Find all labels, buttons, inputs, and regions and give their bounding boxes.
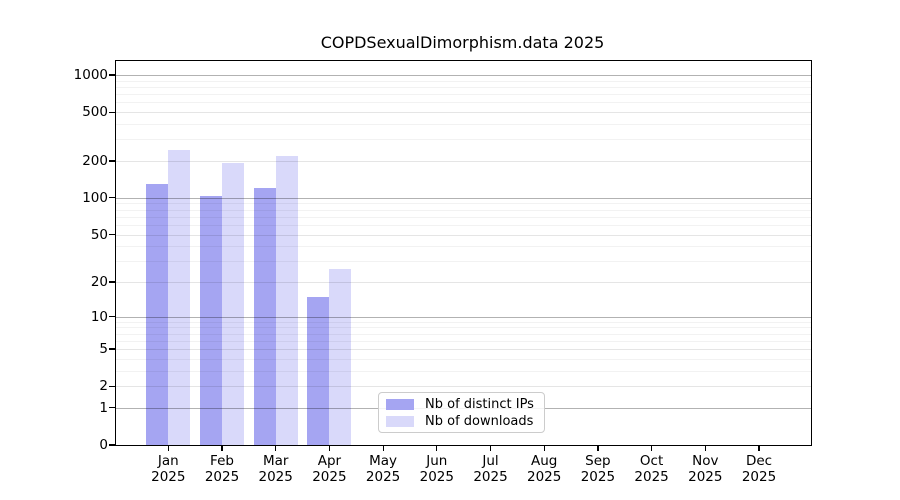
y-tick-label: 1000 (73, 67, 108, 83)
minor-gridline (116, 216, 811, 218)
bar-downloads (329, 268, 352, 445)
legend: Nb of distinct IPs Nb of downloads (378, 392, 545, 433)
x-tick-label: Dec 2025 (741, 453, 777, 485)
x-tick-label: Nov 2025 (688, 453, 723, 485)
x-tick-label: Jun 2025 (419, 453, 454, 485)
y-tick-label: 0 (99, 437, 108, 453)
x-tick-label: Sep 2025 (580, 453, 616, 485)
legend-item-downloads: Nb of downloads (386, 413, 537, 430)
x-axis-tick (275, 445, 277, 451)
y-axis-tick (109, 385, 115, 387)
legend-swatch-downloads (386, 415, 414, 427)
x-tick-label: Aug 2025 (527, 453, 562, 485)
legend-label-distinct-ips: Nb of distinct IPs (425, 396, 534, 412)
y-axis-tick (109, 160, 115, 162)
y-axis-tick (109, 315, 115, 318)
minor-gridline (116, 87, 811, 88)
minor-gridline (116, 112, 811, 114)
minor-gridline (116, 340, 811, 342)
minor-gridline (116, 102, 811, 104)
y-axis-tick (109, 111, 115, 113)
minor-gridline (116, 261, 811, 263)
x-axis-tick (704, 445, 706, 451)
x-tick-label: May 2025 (365, 453, 401, 485)
y-axis-tick (109, 197, 115, 199)
y-tick-label: 20 (90, 274, 108, 290)
major-gridline (116, 75, 811, 76)
x-axis-tick (489, 445, 492, 451)
plot-area: 0 1 2 5 10 20 50 100 200 500 1000 Jan 2025 Feb 2025 Mar… (74, 60, 812, 485)
chart-title: COPDSexualDimorphism.data 2025 (320, 33, 605, 52)
bar-distinct-ips (253, 188, 276, 445)
y-tick-label: 200 (82, 153, 108, 169)
major-gridline (116, 197, 811, 199)
legend-swatch-distinct-ips (386, 398, 414, 410)
bar-downloads (168, 150, 191, 445)
x-tick-label: Apr 2025 (312, 453, 347, 485)
x-axis-tick (651, 445, 653, 451)
x-axis-tick (328, 445, 331, 451)
minor-gridline (116, 321, 811, 323)
bar-downloads (275, 156, 298, 445)
minor-gridline (116, 333, 811, 335)
major-gridline (116, 316, 811, 318)
x-axis-tick (221, 445, 223, 451)
x-tick-label: Oct 2025 (634, 453, 669, 485)
y-tick-label: 2 (99, 378, 108, 395)
minor-gridline (116, 139, 811, 141)
minor-gridline (116, 234, 811, 236)
legend-item-distinct-ips: Nb of distinct IPs (386, 396, 537, 413)
x-axis-tick (167, 445, 169, 451)
y-axis-tick (109, 74, 115, 76)
y-axis-tick (109, 444, 115, 446)
y-axis-tick (109, 348, 115, 350)
minor-gridline (116, 209, 811, 211)
minor-gridline (116, 282, 811, 283)
minor-gridline (116, 327, 811, 329)
y-tick-label: 5 (99, 341, 108, 358)
y-tick-label: 10 (90, 308, 108, 325)
legend-label-downloads: Nb of downloads (425, 413, 534, 429)
x-axis-tick (382, 445, 384, 451)
x-tick-label: Feb 2025 (204, 453, 240, 485)
y-axis-tick (109, 281, 115, 283)
x-axis-tick (436, 445, 438, 451)
x-axis-tick (543, 445, 545, 451)
bar-distinct-ips (307, 296, 330, 445)
x-tick-label: Jan 2025 (151, 453, 186, 485)
bar-downloads (222, 163, 244, 445)
minor-gridline (116, 246, 811, 248)
minor-gridline (116, 386, 811, 388)
minor-gridline (116, 349, 811, 351)
y-tick-label: 1 (99, 399, 108, 416)
x-axis-tick (597, 445, 599, 451)
bar-distinct-ips (200, 195, 222, 445)
bar-distinct-ips (146, 183, 169, 445)
minor-gridline (116, 224, 811, 226)
y-tick-label: 500 (82, 104, 108, 121)
y-axis-tick (109, 233, 115, 236)
y-tick-label: 50 (90, 226, 108, 243)
minor-gridline (116, 161, 811, 162)
x-tick-label: Mar 2025 (258, 453, 293, 485)
x-axis-tick (758, 445, 760, 451)
minor-gridline (116, 94, 811, 96)
y-axis-tick (109, 407, 115, 409)
minor-gridline (116, 358, 811, 360)
y-tick-label: 100 (82, 189, 108, 206)
minor-gridline (116, 124, 811, 125)
minor-gridline (116, 203, 811, 205)
minor-gridline (116, 370, 811, 372)
x-tick-label: Jul 2025 (473, 453, 508, 485)
minor-gridline (116, 80, 811, 82)
